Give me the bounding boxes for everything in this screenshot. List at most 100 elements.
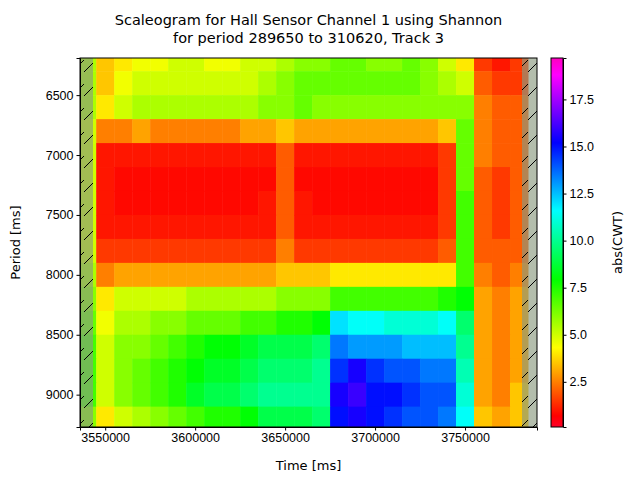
heatmap-cell: [312, 167, 330, 191]
heatmap-cell: [456, 311, 474, 335]
heatmap-cell: [330, 119, 348, 143]
heatmap-cell: [474, 407, 492, 427]
heatmap-cell: [474, 119, 492, 143]
heatmap-cell: [276, 383, 294, 407]
tick: 15.0: [563, 140, 594, 154]
tick-mark: [563, 194, 567, 195]
heatmap-cell: [168, 95, 186, 119]
heatmap-cell: [456, 191, 474, 215]
heatmap-cell: [132, 287, 150, 311]
heatmap-cell: [456, 335, 474, 359]
tick-label: 17.5: [570, 93, 594, 107]
heatmap-cell: [384, 95, 402, 119]
heatmap-cell: [240, 407, 258, 427]
tick: 17.5: [563, 93, 594, 107]
heatmap-cell: [222, 119, 240, 143]
heatmap-cell: [186, 287, 204, 311]
heatmap-cell: [384, 287, 402, 311]
heatmap-cell: [150, 287, 168, 311]
tick-label: 3700000: [351, 431, 400, 445]
chart: 3550000360000036500003700000375000065007…: [0, 0, 640, 480]
heatmap-cell: [420, 407, 438, 427]
tick: 9000: [46, 388, 80, 402]
heatmap-cell: [186, 58, 204, 72]
heatmap-cell: [240, 215, 258, 239]
heatmap-cell: [258, 119, 276, 143]
heatmap-cell: [330, 167, 348, 191]
heatmap-cell: [150, 167, 168, 191]
heatmap-cell: [150, 95, 168, 119]
heatmap-cell: [186, 359, 204, 383]
heatmap-cell: [258, 263, 276, 287]
heatmap-cell: [114, 58, 132, 72]
heatmap-cell: [474, 311, 492, 335]
title: Scaleogram for Hall Sensor Channel 1 usi…: [115, 12, 502, 46]
y-axis-title: Period [ms]: [8, 205, 23, 279]
coi-hatch: [80, 58, 93, 427]
heatmap-cell: [276, 311, 294, 335]
heatmap-cell: [384, 71, 402, 95]
tick-mark: [77, 335, 81, 336]
heatmap-cell: [366, 239, 384, 263]
heatmap-cell: [240, 119, 258, 143]
heatmap-cell: [204, 263, 222, 287]
tick-mark: [77, 215, 81, 216]
heatmap-cell: [384, 383, 402, 407]
tick-mark: [563, 382, 567, 383]
heatmap-cell: [114, 71, 132, 95]
heatmap-cell: [240, 263, 258, 287]
heatmap-cell: [114, 143, 132, 167]
heatmap-cell: [420, 119, 438, 143]
heatmap-cell: [366, 119, 384, 143]
heatmap-cell: [96, 287, 114, 311]
heatmap-cell: [186, 335, 204, 359]
heatmap-cell: [402, 335, 420, 359]
heatmap-cell: [150, 58, 168, 72]
heatmap-cell: [420, 335, 438, 359]
heatmap-cell: [96, 95, 114, 119]
heatmap-cell: [366, 58, 384, 72]
heatmap-cell: [402, 287, 420, 311]
heatmap-cell: [150, 191, 168, 215]
heatmap-cell: [492, 263, 510, 287]
tick-mark: [563, 288, 567, 289]
heatmap-cell: [330, 58, 348, 72]
tick: 3650000: [261, 427, 310, 445]
heatmap-cell: [402, 119, 420, 143]
heatmap-cell: [366, 287, 384, 311]
heatmap-cell: [456, 167, 474, 191]
heatmap-cell: [294, 335, 312, 359]
heatmap-cell: [348, 407, 366, 427]
heatmap-cell: [348, 191, 366, 215]
heatmap-cell: [150, 71, 168, 95]
heatmap-cell: [258, 335, 276, 359]
heatmap-cell: [276, 359, 294, 383]
heatmap-cell: [186, 263, 204, 287]
heatmap-cell: [222, 191, 240, 215]
heatmap-cell: [474, 359, 492, 383]
heatmap-cell: [384, 215, 402, 239]
heatmap-cell: [456, 359, 474, 383]
tick-mark: [105, 427, 106, 431]
heatmap-cell: [294, 58, 312, 72]
heatmap-cell: [348, 95, 366, 119]
heatmap-cell: [438, 95, 456, 119]
heatmap-cell: [222, 383, 240, 407]
tick-mark: [375, 427, 376, 431]
heatmap-cell: [312, 191, 330, 215]
heatmap-cell: [312, 95, 330, 119]
heatmap-cell: [258, 143, 276, 167]
heatmap-cell: [402, 58, 420, 72]
heatmap-cell: [258, 287, 276, 311]
heatmap-cell: [492, 239, 510, 263]
heatmap-cell: [294, 311, 312, 335]
tick: 7.5: [563, 281, 587, 295]
heatmap-cell: [204, 58, 222, 72]
heatmap-cell: [294, 215, 312, 239]
heatmap-cell: [420, 167, 438, 191]
heatmap-cell: [294, 119, 312, 143]
heatmap-cell: [366, 263, 384, 287]
heatmap-cell: [420, 263, 438, 287]
tick-label: 7000: [46, 149, 74, 163]
heatmap-cell: [186, 407, 204, 427]
